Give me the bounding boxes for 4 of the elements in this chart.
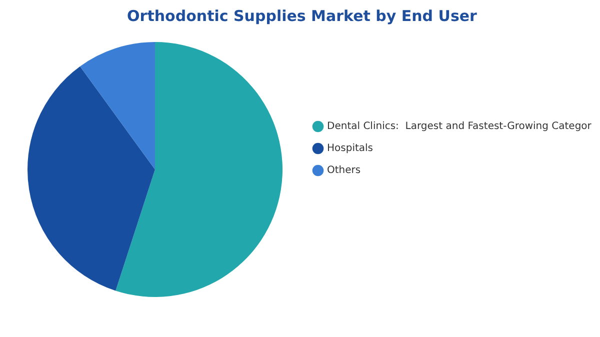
chart-title: Orthodontic Supplies Market by End User <box>127 6 478 25</box>
legend-label: Dental Clinics: Largest and Fastest-Growing Categor <box>327 121 592 132</box>
legend-label: Others <box>327 165 361 176</box>
legend-label: Hospitals <box>327 143 374 154</box>
